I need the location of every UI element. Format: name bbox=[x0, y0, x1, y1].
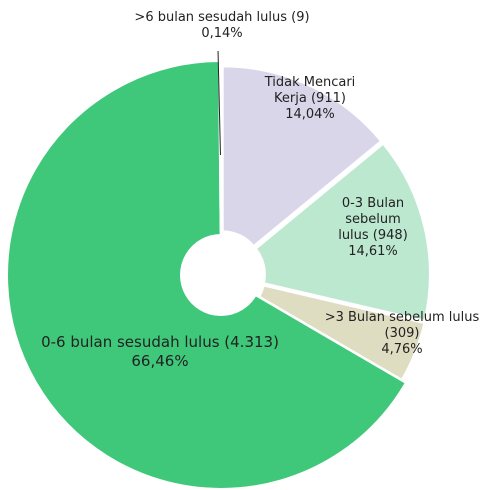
value-label: 66,46% bbox=[131, 352, 189, 370]
slice-label: 0-3 Bulan sebelum lulus (948) 14,61% bbox=[328, 196, 418, 260]
category-label: >3 Bulan sebelum lulus (309) bbox=[324, 310, 480, 341]
leader-line bbox=[217, 50, 221, 156]
pie-slice bbox=[254, 142, 431, 322]
category-label: Tidak Mencari Kerja (911) bbox=[264, 75, 356, 106]
slice-label: 0-6 bulan sesudah lulus (4.313) 66,46% bbox=[20, 333, 300, 371]
value-label: 14,61% bbox=[348, 244, 398, 259]
category-label: 0-6 bulan sesudah lulus (4.313) bbox=[41, 333, 279, 351]
slice-label: >6 bulan sesudah lulus (9) 0,14% bbox=[102, 10, 342, 42]
value-label: 4,76% bbox=[381, 342, 423, 357]
category-label: >6 bulan sesudah lulus (9) bbox=[134, 10, 310, 25]
pie-slice bbox=[6, 59, 408, 490]
category-label: 0-3 Bulan sebelum lulus (948) bbox=[338, 196, 408, 243]
value-label: 14,04% bbox=[285, 107, 335, 122]
pie-slice bbox=[221, 65, 383, 248]
value-label: 0,14% bbox=[201, 26, 243, 41]
slice-label: Tidak Mencari Kerja (911) 14,04% bbox=[250, 75, 370, 123]
slice-label: >3 Bulan sebelum lulus (309) 4,76% bbox=[318, 310, 486, 358]
